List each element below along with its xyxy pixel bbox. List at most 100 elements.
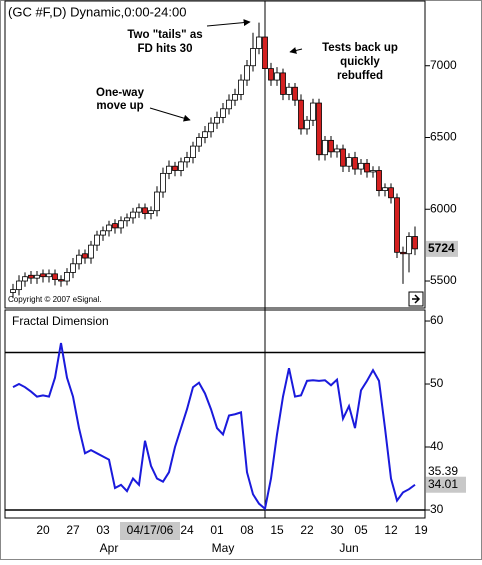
x-tick-label: 08 — [240, 523, 254, 537]
x-tick-label: 05 — [354, 523, 368, 537]
candle-body — [112, 223, 118, 229]
candle-body — [16, 280, 22, 291]
candle-body — [172, 165, 178, 171]
annotation: One-way — [96, 87, 145, 99]
candle-body — [298, 99, 304, 130]
last-price-box — [426, 240, 458, 257]
marker-value-label: 35.39 — [428, 464, 458, 478]
candle-body — [250, 48, 256, 67]
candle-body — [340, 148, 346, 167]
month-label: May — [212, 541, 235, 555]
candle-body — [154, 191, 160, 212]
candle-body — [148, 210, 154, 214]
candle-body — [388, 187, 394, 199]
candle-body — [40, 273, 46, 278]
candle-body — [238, 79, 244, 95]
candle-body — [220, 108, 226, 118]
y-tick-label: 7000 — [430, 58, 457, 72]
candle-body — [394, 197, 400, 253]
candle-body — [406, 236, 412, 255]
candle-body — [118, 220, 124, 229]
annotation: quickly — [340, 56, 380, 68]
candle-body — [370, 170, 376, 173]
candle-body — [274, 72, 280, 81]
candle-body — [100, 230, 106, 236]
x-tick-label: 24 — [180, 523, 194, 537]
candle-body — [94, 234, 100, 246]
candle-body — [304, 119, 310, 130]
candle-body — [256, 36, 262, 49]
last-value-box — [426, 476, 466, 493]
candle-body — [346, 157, 352, 167]
annotation: Tests back up — [322, 42, 398, 54]
x-tick-label: 19 — [414, 523, 428, 537]
y-tick-label: 6000 — [430, 201, 457, 215]
candle-body — [76, 254, 82, 265]
cursor-date-box — [120, 522, 180, 540]
candle-body — [316, 102, 322, 156]
copyright: Copyright © 2007 eSignal. — [8, 295, 102, 304]
candle-body — [328, 139, 334, 153]
candle-body — [184, 157, 190, 163]
x-tick-label: 04/17/06 — [127, 523, 174, 537]
arrow — [206, 19, 251, 27]
candle-body — [364, 162, 370, 173]
x-tick-label: 12 — [384, 523, 398, 537]
candle-body — [202, 131, 208, 138]
y-tick-label: 5500 — [430, 273, 457, 287]
candle-body — [166, 165, 172, 174]
candle-body — [10, 289, 16, 293]
y-tick-label: 30 — [430, 502, 444, 516]
candle-body — [208, 122, 214, 133]
annotation: move up — [96, 100, 143, 112]
candle-body — [64, 272, 70, 282]
candle-body — [310, 102, 316, 121]
candle-body — [352, 157, 358, 170]
indicator-title: Fractal Dimension — [12, 314, 109, 328]
candle-body — [226, 99, 232, 110]
last-price-label: 5724 — [428, 241, 455, 255]
annotation: FD hits 30 — [138, 43, 193, 55]
candle-body — [400, 251, 406, 255]
x-tick-label: 27 — [66, 523, 80, 537]
indicator-panel — [4, 309, 426, 519]
candle-body — [382, 187, 388, 191]
candle-body — [70, 263, 76, 273]
candle-body — [286, 86, 292, 95]
candle-body — [124, 217, 130, 222]
candle-body — [178, 161, 184, 171]
candle-body — [190, 145, 196, 158]
x-tick-label: 22 — [300, 523, 314, 537]
x-tick-label: 03 — [96, 523, 110, 537]
candle-body — [82, 253, 88, 259]
annotation: rebuffed — [337, 70, 383, 82]
candle-body — [28, 274, 34, 279]
month-label: Apr — [100, 541, 119, 555]
y-tick-label: 6500 — [430, 130, 457, 144]
candle-body — [34, 274, 40, 279]
fd-line — [12, 342, 416, 511]
candle-body — [292, 86, 298, 101]
candle-body — [262, 36, 268, 70]
candle-body — [88, 244, 94, 259]
x-tick-label: 15 — [270, 523, 284, 537]
y-tick-label: 40 — [430, 439, 444, 453]
candle-body — [196, 137, 202, 147]
x-tick-label: 01 — [210, 523, 224, 537]
candle-body — [22, 276, 28, 282]
candle-body — [322, 139, 328, 156]
candle-body — [214, 116, 220, 124]
x-tick-label: 20 — [36, 523, 50, 537]
candle-body — [268, 68, 274, 81]
y-tick-label: 60 — [430, 313, 444, 327]
candle-body — [376, 170, 382, 191]
candle-body — [244, 65, 250, 81]
arrow — [289, 47, 303, 54]
candle-body — [358, 162, 364, 170]
candle-body — [136, 207, 142, 213]
scroll-arrow — [412, 294, 421, 304]
candle-body — [130, 211, 136, 219]
candle-body — [334, 148, 340, 153]
candle-body — [280, 72, 286, 95]
